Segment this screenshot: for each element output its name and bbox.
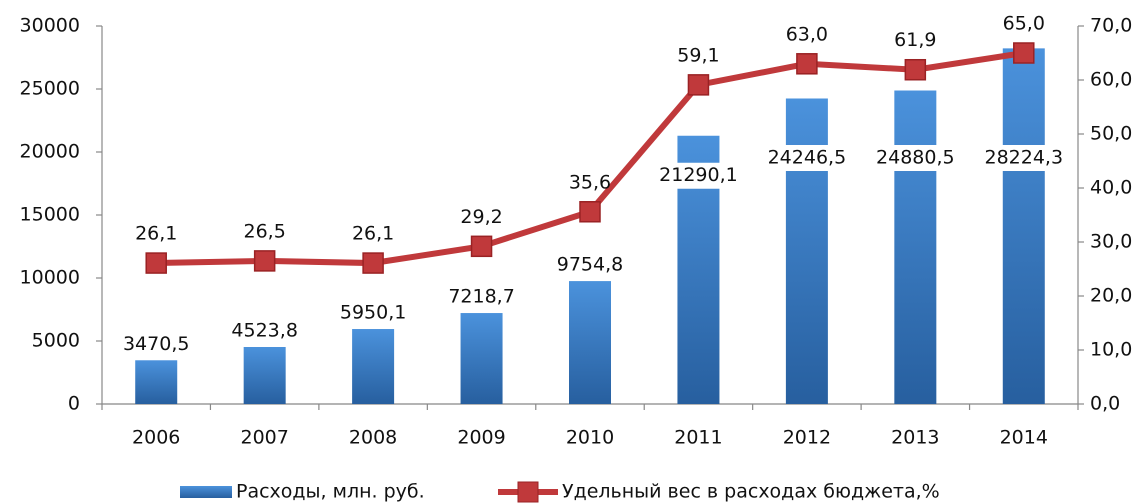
bar: [243, 347, 286, 404]
x-tick-label: 2010: [566, 427, 614, 449]
marker: [579, 201, 601, 223]
y2-tick-label: 50,0: [1090, 123, 1132, 145]
line-value-label: 35,6: [569, 171, 611, 193]
x-tick-label: 2014: [1000, 427, 1048, 449]
line-value-label: 26,1: [135, 223, 177, 245]
y2-tick-label: 40,0: [1090, 177, 1132, 199]
bar-value-label: 3470,5: [123, 333, 189, 355]
bar: [352, 329, 395, 404]
y-tick-label: 15000: [20, 204, 80, 226]
bar-value-label: 9754,8: [557, 254, 623, 276]
y-tick-label: 20000: [20, 141, 80, 163]
line-value-label: 26,1: [352, 223, 394, 245]
line-value-label: 29,2: [460, 206, 502, 228]
bar-value-label: 24880,5: [876, 147, 955, 169]
y-tick-label: 25000: [20, 78, 80, 100]
bar-value-label: 21290,1: [659, 164, 738, 186]
line-value-label: 61,9: [894, 29, 936, 51]
y-tick-label: 5000: [32, 330, 80, 352]
y-tick-label: 30000: [20, 15, 80, 37]
marker: [470, 235, 493, 258]
label-bg: [869, 145, 962, 171]
marker: [362, 252, 384, 274]
y2-tick-label: 10,0: [1090, 339, 1132, 361]
y2-tick-label: 0,0: [1090, 393, 1120, 415]
label-bg: [977, 145, 1070, 171]
marker: [687, 74, 710, 96]
x-tick-label: 2009: [457, 427, 505, 449]
bar-value-label: 28224,3: [984, 147, 1063, 169]
x-tick-label: 2013: [891, 427, 939, 449]
marker: [145, 252, 167, 274]
legend-label: Расходы, млн. руб.: [236, 481, 425, 503]
marker: [796, 53, 818, 75]
bar: [569, 281, 611, 404]
x-tick-label: 2011: [674, 427, 722, 449]
bar: [1002, 48, 1045, 405]
x-tick-label: 2006: [132, 427, 180, 449]
bar-value-label: 7218,7: [448, 286, 514, 308]
legend-label: Удельный вес в расходах бюджета,%: [562, 481, 940, 503]
bar: [894, 90, 937, 404]
bar: [135, 360, 178, 404]
bar-value-label: 5950,1: [340, 302, 406, 324]
bar-value-label: 24246,5: [768, 147, 847, 169]
label-bg: [652, 162, 745, 189]
marker: [904, 58, 927, 81]
line-value-label: 65,0: [1003, 13, 1045, 35]
label-bg: [760, 145, 853, 171]
line-value-label: 26,5: [244, 220, 286, 242]
y2-tick-label: 20,0: [1090, 285, 1132, 307]
bar: [785, 98, 828, 404]
y-tick-label: 10000: [20, 267, 80, 289]
bar: [460, 313, 503, 404]
y2-tick-label: 60,0: [1090, 69, 1132, 91]
y2-tick-label: 70,0: [1090, 15, 1132, 37]
x-tick-label: 2007: [240, 427, 288, 449]
line-value-label: 59,1: [677, 44, 719, 66]
line-value-label: 63,0: [786, 23, 828, 45]
bar-value-label: 4523,8: [231, 320, 297, 342]
y-tick-label: 0: [68, 393, 80, 415]
marker: [1013, 42, 1035, 64]
y2-tick-label: 30,0: [1090, 231, 1132, 253]
x-tick-label: 2008: [349, 427, 397, 449]
legend-swatch: [180, 486, 232, 498]
x-tick-label: 2012: [783, 427, 831, 449]
legend-swatch: [517, 481, 539, 503]
marker: [253, 250, 276, 272]
